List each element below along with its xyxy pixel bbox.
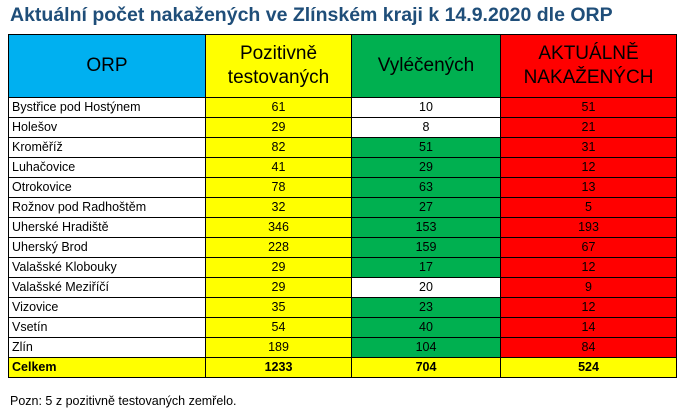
table-row: Valašské Meziříčí 29 20 9 [8, 277, 677, 298]
recovered-cell: 40 [351, 317, 501, 338]
recovered-cell: 104 [351, 337, 501, 358]
table-header-row: ORP Pozitivně testovaných Vyléčených AKT… [8, 34, 677, 98]
header-positive-line2: testovaných [227, 67, 330, 88]
header-recovered: Vyléčených [351, 34, 501, 98]
active-cell: 12 [500, 157, 677, 178]
table-row: Bystřice pod Hostýnem 61 10 51 [8, 97, 677, 118]
table-row: Rožnov pod Radhoštěm 32 27 5 [8, 197, 677, 218]
active-cell: 31 [500, 137, 677, 158]
orp-name-cell: Uherský Brod [8, 237, 206, 258]
positive-cell: 54 [205, 317, 352, 338]
total-recovered-cell: 704 [351, 357, 501, 378]
recovered-cell: 159 [351, 237, 501, 258]
table-body: ORP Pozitivně testovaných Vyléčených AKT… [8, 34, 677, 378]
positive-cell: 78 [205, 177, 352, 198]
recovered-cell: 51 [351, 137, 501, 158]
active-cell: 14 [500, 317, 677, 338]
recovered-cell: 63 [351, 177, 501, 198]
active-cell: 12 [500, 297, 677, 318]
positive-cell: 29 [205, 257, 352, 278]
recovered-cell: 20 [351, 277, 501, 298]
total-positive-cell: 1233 [205, 357, 352, 378]
orp-name-cell: Zlín [8, 337, 206, 358]
footnote: Pozn: 5 z pozitivně testovaných zemřelo. [10, 394, 237, 408]
table-row: Vsetín 54 40 14 [8, 317, 677, 338]
orp-name-cell: Rožnov pod Radhoštěm [8, 197, 206, 218]
active-cell: 84 [500, 337, 677, 358]
positive-cell: 82 [205, 137, 352, 158]
table-row: Kroměříž 82 51 31 [8, 137, 677, 158]
positive-cell: 32 [205, 197, 352, 218]
positive-cell: 346 [205, 217, 352, 238]
total-active-cell: 524 [500, 357, 677, 378]
orp-name-cell: Bystřice pod Hostýnem [8, 97, 206, 118]
recovered-cell: 29 [351, 157, 501, 178]
orp-name-cell: Valašské Meziříčí [8, 277, 206, 298]
table-row: Valašské Klobouky 29 17 12 [8, 257, 677, 278]
header-positive-line1: Pozitivně [239, 43, 318, 64]
recovered-cell: 153 [351, 217, 501, 238]
active-cell: 193 [500, 217, 677, 238]
positive-cell: 189 [205, 337, 352, 358]
recovered-cell: 23 [351, 297, 501, 318]
active-cell: 9 [500, 277, 677, 298]
header-positive: Pozitivně testovaných [205, 34, 352, 98]
orp-name-cell: Vsetín [8, 317, 206, 338]
positive-cell: 29 [205, 277, 352, 298]
orp-name-cell: Otrokovice [8, 177, 206, 198]
orp-name-cell: Vizovice [8, 297, 206, 318]
page-title: Aktuální počet nakažených ve Zlínském kr… [10, 4, 613, 26]
table-row: Uherské Hradiště 346 153 193 [8, 217, 677, 238]
table-row: Zlín 189 104 84 [8, 337, 677, 358]
active-cell: 13 [500, 177, 677, 198]
orp-table: ORP Pozitivně testovaných Vyléčených AKT… [8, 34, 677, 378]
positive-cell: 228 [205, 237, 352, 258]
positive-cell: 61 [205, 97, 352, 118]
table-row: Uherský Brod 228 159 67 [8, 237, 677, 258]
active-cell: 21 [500, 117, 677, 138]
total-label-cell: Celkem [8, 357, 206, 378]
positive-cell: 29 [205, 117, 352, 138]
active-cell: 51 [500, 97, 677, 118]
table-row: Vizovice 35 23 12 [8, 297, 677, 318]
positive-cell: 35 [205, 297, 352, 318]
orp-name-cell: Luhačovice [8, 157, 206, 178]
header-active-line2: NAKAŽENÝCH [523, 67, 654, 88]
table-row: Otrokovice 78 63 13 [8, 177, 677, 198]
header-orp: ORP [8, 34, 206, 98]
recovered-cell: 10 [351, 97, 501, 118]
recovered-cell: 17 [351, 257, 501, 278]
orp-name-cell: Kroměříž [8, 137, 206, 158]
table-row: Luhačovice 41 29 12 [8, 157, 677, 178]
active-cell: 67 [500, 237, 677, 258]
active-cell: 5 [500, 197, 677, 218]
positive-cell: 41 [205, 157, 352, 178]
orp-name-cell: Uherské Hradiště [8, 217, 206, 238]
orp-name-cell: Holešov [8, 117, 206, 138]
table-row: Holešov 29 8 21 [8, 117, 677, 138]
recovered-cell: 27 [351, 197, 501, 218]
orp-name-cell: Valašské Klobouky [8, 257, 206, 278]
active-cell: 12 [500, 257, 677, 278]
header-active-line1: AKTUÁLNĚ [538, 43, 639, 64]
header-active: AKTUÁLNĚ NAKAŽENÝCH [500, 34, 677, 98]
total-row: Celkem 1233 704 524 [8, 357, 677, 378]
recovered-cell: 8 [351, 117, 501, 138]
